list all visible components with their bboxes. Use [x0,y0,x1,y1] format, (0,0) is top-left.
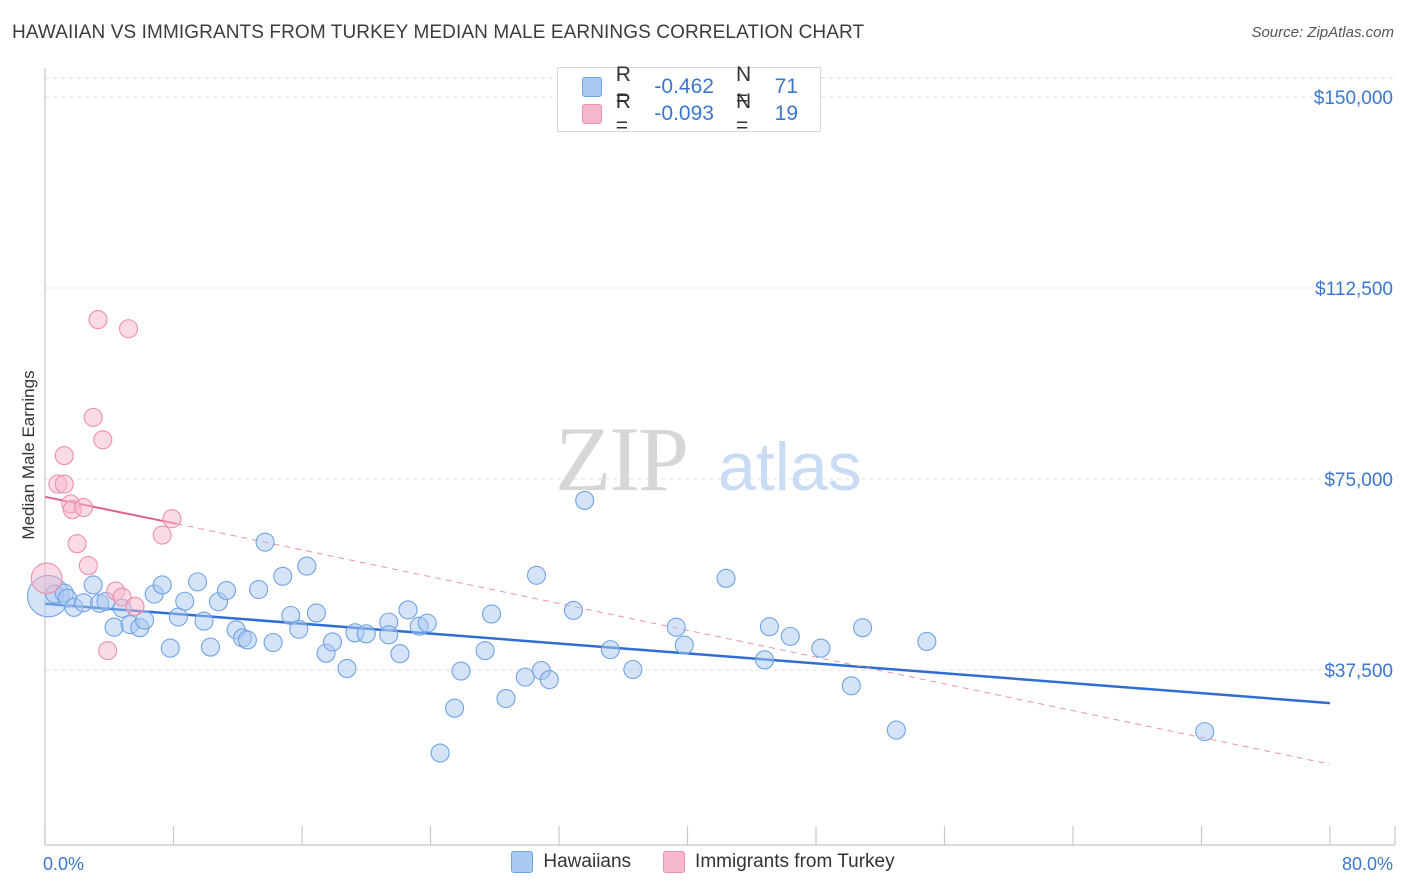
data-point-turkey [88,310,108,330]
data-point-turkey [74,497,94,518]
x-tick-label: 0.0% [43,854,84,874]
data-point-hawaiians [716,568,736,588]
trend-line-dashed-1 [176,523,1331,765]
data-point-hawaiians [445,698,465,718]
data-point-hawaiians [152,575,172,595]
legend-swatch-turkey [582,104,602,124]
y-tick-label: $37,500 [1324,661,1393,682]
series-legend-turkey[interactable]: Immigrants from Turkey [663,851,895,873]
series-legend-hawaiians[interactable]: Hawaiians [511,851,631,873]
data-point-hawaiians [216,580,237,601]
data-point-hawaiians [417,613,437,633]
data-point-hawaiians [755,650,775,670]
data-point-turkey [54,474,74,494]
watermark-atlas: atlas [718,429,862,505]
data-point-hawaiians [853,618,873,638]
data-point-hawaiians [322,632,343,652]
data-point-turkey [67,534,87,554]
data-point-hawaiians [600,640,620,660]
legend-row-turkey: R = -0.093 N = 19 [582,90,820,137]
data-point-hawaiians [917,631,937,652]
data-point-hawaiians [886,720,906,740]
data-point-hawaiians [475,641,495,661]
legend-r-value: -0.462 [654,75,714,98]
data-point-turkey [54,446,74,466]
legend-r-label: R = [615,63,631,110]
legend-n-value: 71 [774,75,798,98]
data-point-hawaiians [194,611,214,631]
data-point-turkey [162,509,182,529]
legend-swatch-hawaiians [582,77,602,97]
legend-n-label: N = [735,63,752,110]
correlation-legend: R = -0.462 N = 71 R = -0.093 N = 19 [557,63,821,137]
data-point-hawaiians [563,600,584,620]
data-point-hawaiians [135,610,155,630]
data-point-hawaiians [430,743,450,763]
x-tick-label: 80.0% [1342,854,1393,874]
data-point-hawaiians [175,591,195,611]
data-point-hawaiians [526,565,547,585]
data-point-hawaiians [398,600,418,620]
data-point-hawaiians [188,572,208,592]
data-point-hawaiians [515,667,535,687]
data-point-hawaiians [200,637,220,657]
series-swatch-hawaiians [511,851,534,873]
data-point-hawaiians [759,617,779,637]
data-point-hawaiians [390,644,410,664]
data-point-turkey [83,407,103,427]
legend-r-value: -0.093 [654,102,714,125]
data-point-hawaiians [481,604,502,624]
legend-n-value: 19 [774,102,798,125]
data-point-hawaiians [74,593,94,613]
y-tick-label: $75,000 [1324,470,1393,491]
data-point-hawaiians [297,556,317,576]
data-point-hawaiians [780,626,800,646]
source-label: Source: ZipAtlas.com [1251,24,1394,41]
data-point-turkey [30,562,63,595]
watermark-zip: ZIP [555,408,687,510]
series-legend: Hawaiians Immigrants from Turkey [0,851,1406,873]
data-point-hawaiians [575,490,595,510]
y-tick-label: $112,500 [1315,279,1393,300]
data-point-turkey [112,587,132,607]
data-point-hawaiians [160,638,180,658]
legend-n-label: N = [735,90,752,137]
data-point-hawaiians [379,625,399,645]
legend-row-hawaiians: R = -0.462 N = 71 [582,63,820,110]
data-point-hawaiians [666,617,686,637]
data-point-hawaiians [337,658,357,679]
data-point-hawaiians [255,532,275,552]
data-point-hawaiians [83,575,103,595]
data-point-turkey [118,319,139,339]
y-tick-label: $150,000 [1314,88,1393,109]
data-point-turkey [152,525,172,545]
data-point-hawaiians [356,624,376,644]
data-point-hawaiians [811,638,831,658]
data-point-hawaiians [306,603,327,623]
legend-r-label: R = [615,90,631,137]
data-point-hawaiians [623,659,643,680]
data-point-hawaiians [289,619,309,639]
series-label-turkey: Immigrants from Turkey [695,851,895,872]
data-point-hawaiians [451,661,471,681]
series-swatch-turkey [663,851,686,873]
data-point-hawaiians [263,632,283,653]
data-point-hawaiians [539,670,559,690]
chart-title: HAWAIIAN VS IMMIGRANTS FROM TURKEY MEDIA… [12,22,865,43]
data-point-turkey [93,430,113,450]
data-point-hawaiians [104,617,124,637]
data-point-turkey [125,596,145,616]
data-point-turkey [98,641,118,661]
data-point-hawaiians [674,635,694,655]
data-point-hawaiians [237,630,257,650]
data-point-hawaiians [841,676,861,696]
series-label-hawaiians: Hawaiians [543,851,632,872]
data-point-turkey [78,556,98,576]
data-point-hawaiians [249,579,269,600]
data-point-hawaiians [1195,722,1215,742]
y-axis-label: Median Male Earnings [19,370,38,539]
data-point-hawaiians [496,688,516,709]
data-point-hawaiians [273,566,293,586]
